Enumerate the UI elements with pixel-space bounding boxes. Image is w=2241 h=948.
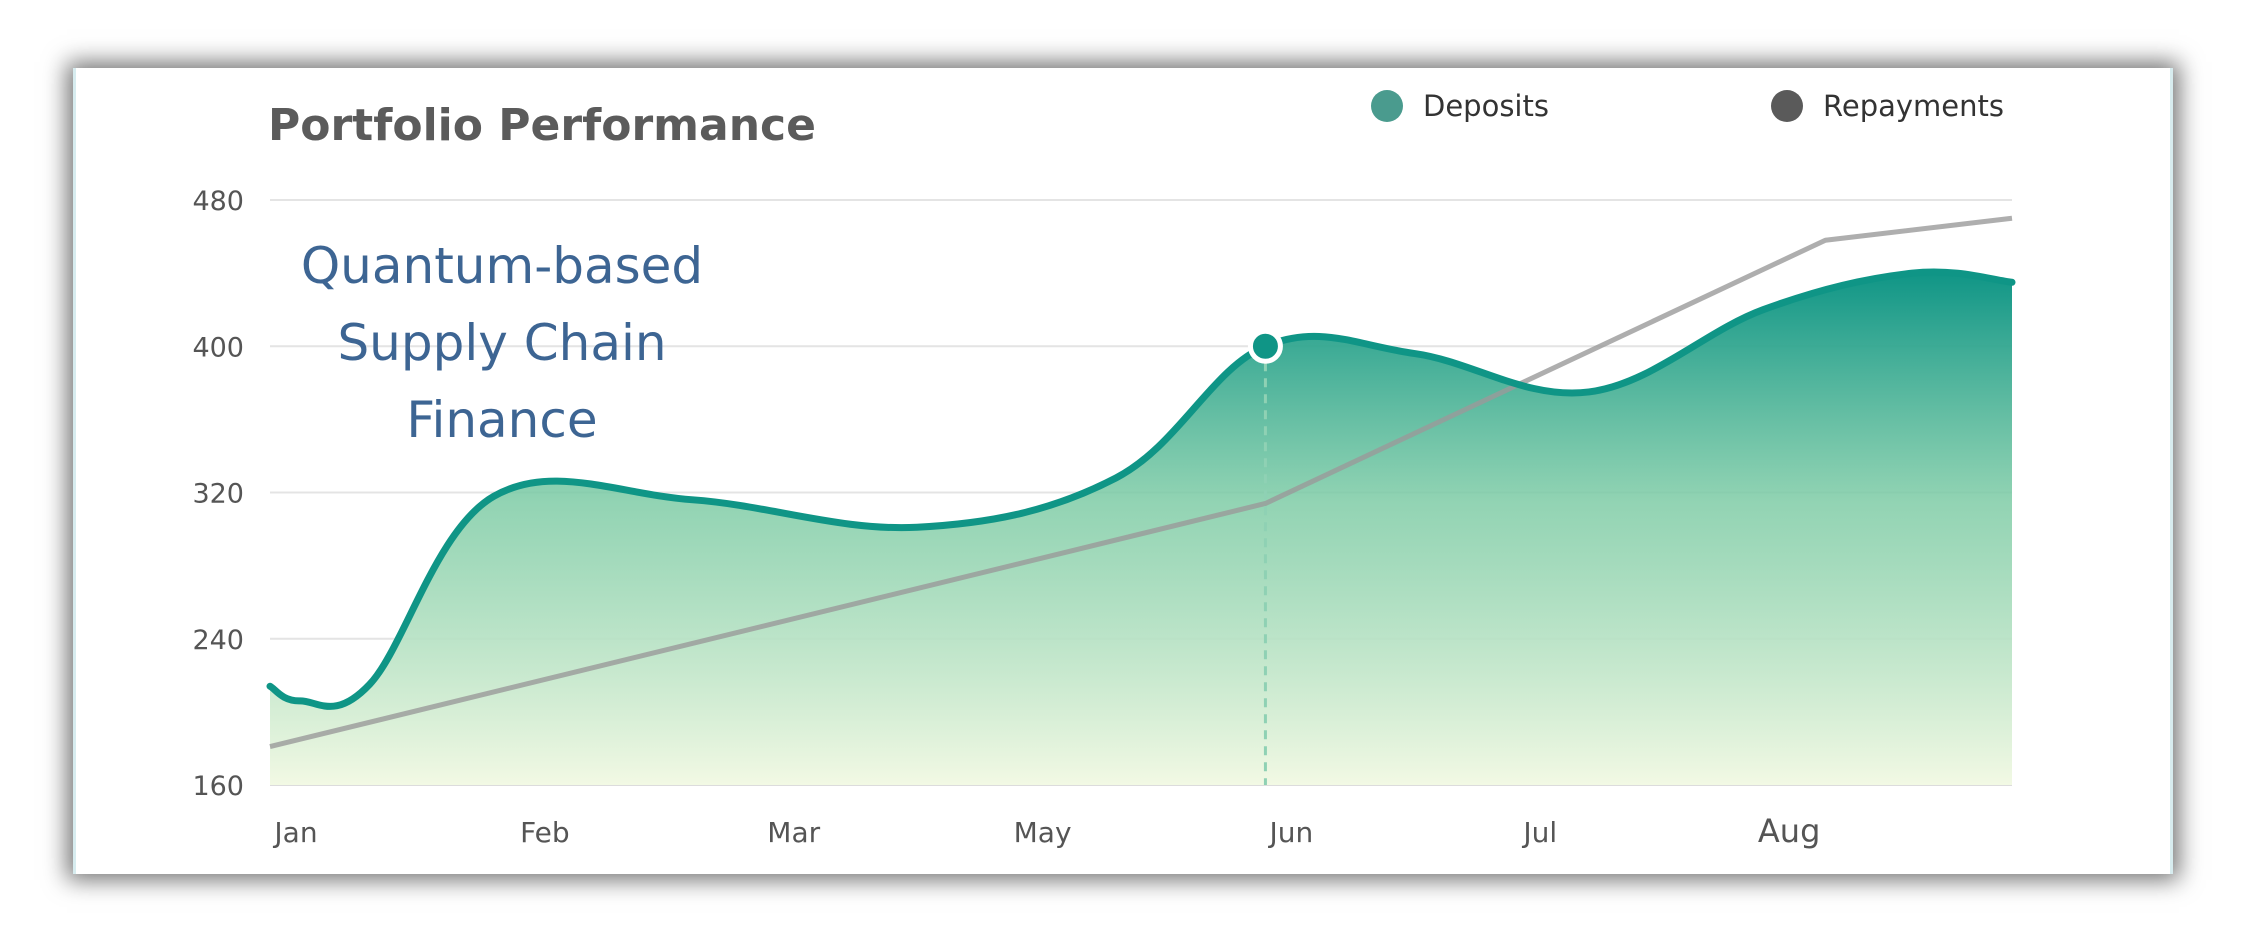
x-tick-label: Jan bbox=[272, 816, 317, 849]
deposits-legend-dot-icon bbox=[1371, 90, 1403, 122]
overlay-line-1: Quantum-based bbox=[300, 237, 704, 295]
x-tick-label: Mar bbox=[767, 816, 820, 849]
y-tick-label: 400 bbox=[192, 332, 244, 363]
deposits-area bbox=[270, 271, 2012, 786]
y-tick-label: 240 bbox=[192, 625, 244, 656]
repayments-legend-dot-icon bbox=[1771, 90, 1803, 122]
chart-overlay-caption: Quantum-based Supply Chain Finance bbox=[262, 228, 742, 459]
deposits-line bbox=[266, 268, 2016, 710]
overlay-line-2: Supply Chain bbox=[337, 314, 667, 372]
y-tick-label: 320 bbox=[192, 479, 244, 510]
y-tick-label: 480 bbox=[192, 186, 244, 217]
x-tick-label: Aug bbox=[1758, 812, 1820, 850]
repayments-line bbox=[269, 215, 2013, 750]
highlight-point-marker bbox=[1247, 328, 1283, 364]
legend-label-repayments: Repayments bbox=[1823, 89, 2004, 123]
x-tick-label: May bbox=[1014, 816, 1072, 849]
x-tick-label: Jun bbox=[1268, 816, 1314, 849]
overlay-line-3: Finance bbox=[406, 391, 598, 449]
x-tick-label: Feb bbox=[520, 816, 570, 849]
legend-label-deposits: Deposits bbox=[1423, 89, 1549, 123]
chart-title: Portfolio Performance bbox=[268, 100, 816, 151]
x-tick-label: Jul bbox=[1521, 816, 1557, 849]
y-tick-label: 160 bbox=[192, 771, 244, 802]
